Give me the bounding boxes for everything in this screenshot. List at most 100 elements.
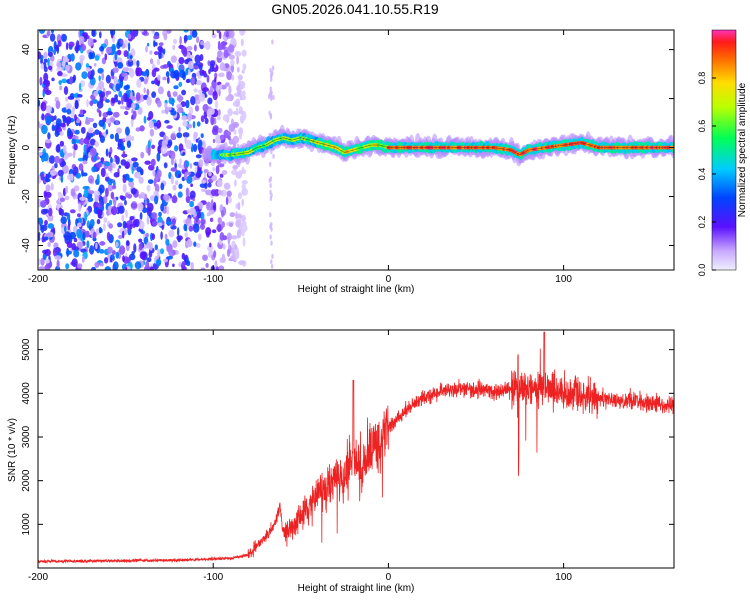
noise-cell — [164, 119, 170, 124]
noise-cell — [154, 51, 159, 56]
noise-cell — [136, 60, 140, 68]
noise-cell — [172, 218, 176, 226]
noise-cell — [146, 96, 152, 106]
noise-cell — [224, 63, 230, 69]
noise-cell — [270, 240, 273, 246]
x-tick-label: 0 — [386, 274, 392, 285]
noise-cell — [98, 80, 105, 90]
noise-cell — [215, 266, 219, 270]
noise-cell — [96, 162, 102, 169]
noise-cell — [38, 51, 42, 60]
noise-cell — [91, 166, 97, 173]
spectrogram-noise — [38, 30, 275, 270]
noise-cell — [38, 217, 44, 226]
noise-cell — [234, 179, 237, 187]
noise-cell — [82, 32, 88, 37]
noise-cell — [179, 35, 182, 46]
noise-cell — [38, 151, 43, 156]
noise-cell — [84, 212, 88, 222]
noise-cell — [140, 170, 144, 175]
noise-cell — [139, 125, 145, 132]
x-tick-label: 0 — [386, 572, 392, 583]
spectrogram-frame — [37, 29, 675, 271]
noise-cell — [201, 140, 206, 150]
noise-cell — [189, 200, 195, 208]
noise-cell — [153, 40, 156, 48]
noise-cell — [205, 263, 209, 268]
noise-cell — [144, 160, 151, 165]
noise-cell — [201, 70, 207, 75]
noise-cell — [113, 199, 117, 207]
noise-cell — [60, 216, 67, 224]
noise-cell — [241, 69, 245, 74]
noise-cell — [54, 255, 62, 260]
noise-cell — [93, 156, 97, 162]
noise-cell — [132, 110, 137, 120]
noise-cell — [111, 205, 118, 216]
noise-cell — [221, 221, 225, 228]
noise-cell — [51, 77, 55, 82]
noise-cell — [196, 211, 202, 219]
noise-cell — [123, 50, 129, 58]
noise-cell — [129, 216, 135, 220]
noise-cell — [105, 172, 109, 178]
noise-cell — [176, 94, 184, 102]
noise-cell — [98, 110, 102, 118]
noise-cell — [127, 33, 132, 40]
noise-cell — [270, 77, 273, 82]
noise-cell — [140, 230, 146, 235]
noise-cell — [120, 38, 124, 45]
noise-cell — [94, 55, 100, 61]
noise-cell — [218, 84, 223, 90]
noise-cell — [125, 192, 129, 198]
noise-cell — [166, 76, 170, 84]
noise-cell — [168, 249, 172, 256]
noise-cell — [187, 69, 191, 75]
noise-cell — [116, 49, 122, 56]
noise-cell — [38, 266, 45, 270]
noise-cell — [156, 58, 161, 66]
noise-cell — [214, 72, 218, 79]
y-tick-label: 1000 — [21, 513, 32, 536]
noise-cell — [158, 49, 162, 60]
noise-cell — [178, 162, 182, 169]
noise-cell — [236, 66, 240, 73]
noise-cell — [104, 53, 108, 61]
noise-cell — [269, 196, 272, 202]
noise-cell — [82, 154, 88, 163]
noise-cell — [83, 144, 87, 154]
noise-cell — [227, 135, 231, 141]
noise-cell — [133, 219, 138, 227]
noise-cell — [92, 122, 98, 129]
noise-cell — [204, 182, 208, 189]
noise-cell — [125, 209, 128, 219]
noise-cell — [122, 150, 126, 159]
noise-cell — [82, 160, 88, 165]
noise-cell — [230, 59, 235, 66]
noise-cell — [161, 139, 167, 149]
noise-cell — [186, 260, 191, 267]
noise-cell — [193, 88, 198, 93]
noise-cell — [121, 214, 125, 222]
noise-cell — [217, 50, 223, 58]
noise-cell — [54, 124, 59, 133]
noise-cell — [108, 223, 113, 229]
noise-cell — [71, 138, 76, 145]
noise-cell — [115, 241, 119, 248]
noise-cell — [178, 183, 183, 190]
noise-cell — [195, 172, 202, 178]
noise-cell — [105, 46, 112, 54]
noise-cell — [152, 169, 156, 177]
noise-cell — [148, 120, 154, 129]
noise-cell — [189, 190, 196, 200]
noise-cell — [99, 93, 104, 104]
noise-cell — [181, 46, 188, 55]
noise-cell — [56, 61, 62, 68]
noise-cell — [122, 183, 127, 193]
noise-cell — [146, 88, 150, 96]
noise-cell — [193, 176, 197, 181]
noise-cell — [193, 44, 197, 52]
noise-cell — [172, 184, 177, 191]
noise-cell — [230, 63, 235, 73]
noise-cell — [138, 242, 143, 251]
